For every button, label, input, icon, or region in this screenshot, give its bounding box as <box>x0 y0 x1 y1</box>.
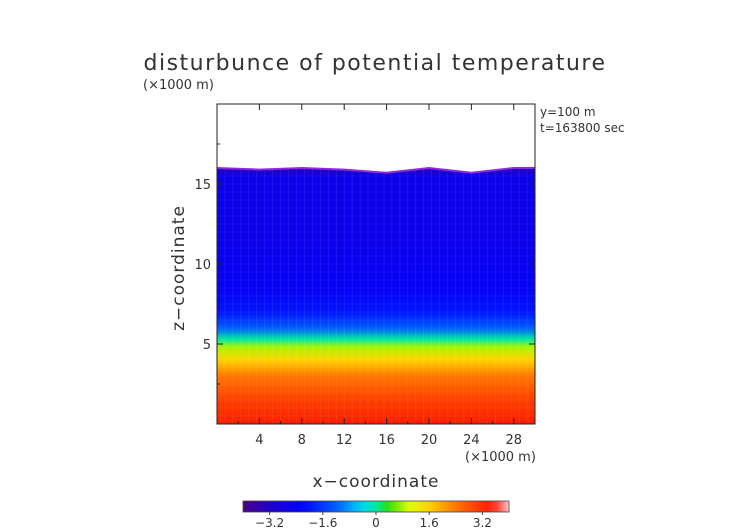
chart-title: disturbunce of potential temperature <box>144 51 607 76</box>
y-tick-label: 10 <box>194 258 211 273</box>
heatmap-field <box>217 104 535 424</box>
heatmap-area <box>217 168 535 424</box>
heatmap-texture <box>217 104 535 424</box>
colorbar-tick-label: −1.6 <box>308 516 337 530</box>
x-tick-label: 8 <box>298 433 306 448</box>
annotation-time: t=163800 sec <box>540 121 625 135</box>
colorbar-ticks: −3.2 −1.6 0 1.6 3.2 <box>255 512 492 530</box>
annotation-y-level: y=100 m <box>540 105 596 119</box>
field-top-contour <box>217 166 535 174</box>
colorbar <box>242 500 510 513</box>
colorbar-tick-label: 3.2 <box>473 516 492 530</box>
x-axis-label: x−coordinate <box>313 472 440 492</box>
x-axis: 4 8 12 16 20 24 28 <box>237 104 523 448</box>
colorbar-tick-label: 0 <box>372 516 380 530</box>
x-tick-label: 24 <box>463 433 480 448</box>
y-tick-label: 15 <box>194 178 211 193</box>
x-tick-label: 28 <box>506 433 523 448</box>
y-axis-label: z−coordinate <box>169 205 189 331</box>
y-units-label: (×1000 m) <box>143 78 214 93</box>
y-tick-label: 5 <box>203 338 211 353</box>
x-tick-label: 16 <box>378 433 395 448</box>
colorbar-tick-label: −3.2 <box>255 516 284 530</box>
x-units-label: (×1000 m) <box>465 450 536 465</box>
colorbar-tick-label: 1.6 <box>420 516 439 530</box>
x-tick-label: 12 <box>336 433 353 448</box>
x-tick-label: 4 <box>255 433 263 448</box>
y-axis: 5 10 15 <box>194 143 535 385</box>
x-tick-label: 20 <box>421 433 438 448</box>
